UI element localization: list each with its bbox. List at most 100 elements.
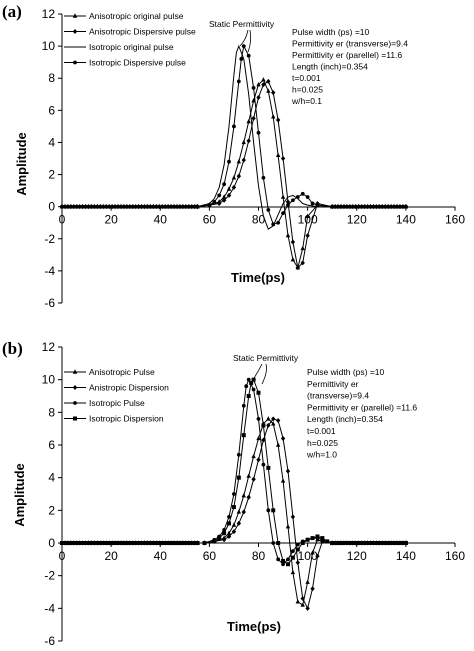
panel-b-series-4-point-19	[285, 562, 290, 567]
panel-a-legend-1-label: Anisotropic original pulse	[89, 11, 184, 21]
panel-b-series-4-point-base-30.01	[133, 541, 138, 545]
panel-b-series-1-point-11	[256, 435, 261, 441]
panel-b-series-1-point-10	[251, 453, 256, 459]
panel-a-series-4-point-base-31.21	[136, 204, 141, 209]
panel-a-legend-3-label: Isotropic original pulse	[89, 42, 174, 52]
panel-b-series-2-point-16	[280, 435, 286, 441]
panel-a-series-4-point-base-15.61	[98, 204, 103, 209]
panel-a-series-4-point-21	[290, 198, 295, 203]
panel-b-series-2-point-4	[221, 537, 227, 543]
panel-a-series-1-point-7	[231, 175, 237, 180]
panel-b-info-line-3: (transverse)=9.4	[307, 391, 369, 401]
panel-a-series-4-point-tail-125.61	[368, 204, 373, 209]
panel-a-series-1-point-12	[256, 81, 261, 87]
panel-b-series-4-point-base-44.41	[169, 541, 174, 545]
panel-b-series-1-point-16	[280, 478, 286, 483]
panel-a-series-4-point-14	[256, 130, 261, 135]
panel-a-series-2-point-21	[300, 260, 305, 266]
panel-a-series-4-point-20	[286, 203, 290, 207]
panel-b-series-4-point-base-27.61	[127, 541, 132, 545]
panel-b-series-3-point-18	[281, 562, 285, 567]
panel-b-y-tick-label-4: 0	[48, 536, 55, 550]
panel-a-series-4-point-tail-132.81	[386, 204, 391, 209]
panel-a-x-tick-label-5: 80	[252, 213, 266, 227]
panel-b-series-4-point-tail-112.41	[336, 541, 341, 545]
chart-panel-b: (b) -6-4-2024681012020406080100120140160…	[2, 339, 465, 648]
panel-a-series-4-point-tail-112.41	[336, 204, 340, 209]
panel-b-series-3-point-15	[266, 508, 271, 513]
panel-a-series-4-point-base-49.21	[180, 204, 185, 209]
panel-a-series-4-point-tail-138.81	[401, 204, 405, 209]
panel-b-series-4-point-6	[227, 521, 232, 526]
panel-b-legend: Anisotropic Pulse Anistropic Dispersion Is…	[64, 367, 169, 424]
panel-b-series-4-point-tail-124.41	[365, 541, 370, 545]
panel-b-series-4-point-tail-134.01	[389, 541, 394, 545]
panel-a-series-4-point-base-40.81	[160, 204, 165, 209]
panel-b-series-1-point-9	[246, 473, 251, 478]
panel-b-series-4-point-tail-135.21	[392, 541, 397, 545]
panel-a-series-1-point-21	[300, 245, 305, 251]
panel-a-series-2-line	[62, 80, 406, 269]
panel-a-series-4-point-base-38.41	[154, 204, 159, 209]
panel-a-info-line-2: Permittivity er (transverse)=9.4	[292, 39, 408, 49]
panel-a-series-4-point-base-39.61	[157, 204, 162, 209]
panel-b-series-4-point-base-45.61	[172, 541, 177, 545]
panel-a-x-tick-label-4: 60	[203, 213, 217, 227]
panel-b-info-line-5: Length (inch)=0.354	[307, 414, 383, 424]
panel-b-series-1-point-5	[226, 530, 232, 535]
panel-a-series-4-point-base-3.61	[68, 204, 73, 209]
panel-b-series-4-point-7	[231, 505, 236, 510]
panel-a-series-4-point-base-1.21	[63, 204, 67, 209]
panel-b-series-4-point-tail-128.01	[374, 541, 379, 545]
panel-a-series-4-point-base-51.61	[186, 204, 191, 209]
panel-a-series-1-point-19	[290, 256, 296, 262]
panel-b-series-2-line	[62, 418, 406, 610]
panel-b-series-3-point-12	[251, 387, 256, 392]
panel-b-series-4-point-base-20.41	[110, 541, 115, 545]
panel-a-series-4-point-tail-118.41	[350, 204, 355, 209]
panel-a-series-2-point-5	[221, 197, 227, 203]
panel-b-label: (b)	[2, 339, 23, 358]
panel-a-series-2-point-19	[290, 239, 296, 245]
panel-b-series-4-point-base-36.01	[148, 541, 153, 545]
panel-b-series-2-point-14	[271, 416, 276, 422]
panel-a-y-tick-label-4: 0	[48, 200, 55, 214]
panel-b-series-4-point-tail-130.41	[380, 541, 385, 545]
panel-a-series-4-point-tail-131.61	[383, 204, 388, 209]
panel-b-series-4-point-base-14.41	[95, 541, 100, 545]
panel-a-y-tick-label-10: 12	[42, 7, 56, 21]
panel-b-series-4-point-tail-129.21	[377, 541, 382, 545]
panel-b-y-tick-label-8: 8	[48, 405, 55, 419]
panel-b-series-4-point-tail-120.81	[356, 541, 361, 545]
panel-a-y-axis-title: Amplitude	[14, 132, 29, 196]
panel-a-series-2-point-16	[275, 117, 281, 123]
panel-a-series-1-point-10	[246, 118, 251, 124]
panel-a-series-4-point-tail-116.01	[345, 204, 349, 209]
panel-a-series-2-point-11	[251, 115, 256, 121]
panel-b-series-2-point-20	[300, 596, 305, 602]
panel-b-series-4-point-tail-110.01	[330, 541, 335, 545]
panel-b-series-1-point-21	[305, 579, 310, 584]
panel-b-series-4-point-tail-137.61	[397, 541, 402, 545]
panel-a-series-2-point-18	[285, 199, 291, 205]
panel-a-series-4-point-tail-124.41	[365, 204, 370, 209]
panel-b-series-1-point-22	[310, 550, 315, 555]
panel-b-annotation-bracket	[253, 363, 267, 385]
panel-b-series-group	[59, 377, 409, 611]
panel-b-series-4-point-tail-131.61	[383, 541, 388, 545]
panel-a-series-2-point-15	[271, 90, 276, 96]
panel-a-series-4-point-base-7.21	[77, 204, 82, 209]
panel-b-series-4-point-base-26.41	[124, 541, 129, 545]
panel-a-series-4-point-base-42.01	[163, 204, 168, 209]
panel-a-legend-4-marker	[73, 60, 77, 65]
panel-b-series-4-point-23	[305, 537, 310, 542]
panel-a-label: (a)	[2, 2, 22, 21]
panel-b-series-2-point-9	[246, 494, 251, 500]
panel-a-series-4-point-base-22.81	[116, 204, 120, 209]
panel-a-series-4-point-base-33.61	[142, 204, 147, 209]
panel-b-y-axis-title: Amplitude	[12, 463, 27, 527]
panel-b-series-4-point-tail-125.61	[368, 541, 373, 545]
panel-a-series-2-point-14	[266, 78, 271, 84]
panel-b-series-3-point-20	[290, 549, 295, 554]
panel-b-series-4-point-11	[249, 380, 254, 385]
